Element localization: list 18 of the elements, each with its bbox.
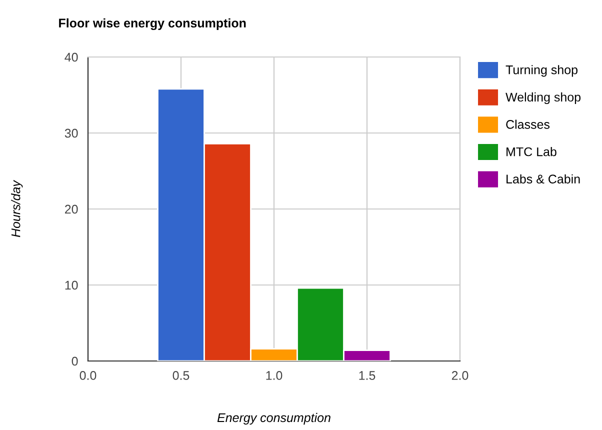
x-tick-label: 2.0 <box>452 371 468 380</box>
x-tick-label: 1.0 <box>266 371 282 380</box>
x-tick-label: 0.0 <box>80 371 96 380</box>
x-tick-label: 0.5 <box>172 371 190 380</box>
legend-label: Classes <box>506 120 550 129</box>
y-tick-label: 30 <box>64 128 78 138</box>
x-tick-label: 1.5 <box>359 371 376 380</box>
y-axis-title: Hours/day <box>11 180 23 238</box>
legend-label: Turning shop <box>506 65 578 77</box>
y-tick-label: 0 <box>72 356 78 366</box>
legend-label: Welding shop <box>506 92 581 104</box>
y-tick-label: 20 <box>65 204 78 214</box>
x-axis-title: Energy consumption <box>217 412 330 425</box>
legend-label: MTC Lab <box>506 147 556 156</box>
chart-title: Floor wise energy consumption <box>59 18 246 30</box>
legend-label: Labs & Cabin <box>506 174 580 184</box>
y-tick-label: 10 <box>65 280 78 290</box>
y-tick-label: 40 <box>64 52 78 62</box>
